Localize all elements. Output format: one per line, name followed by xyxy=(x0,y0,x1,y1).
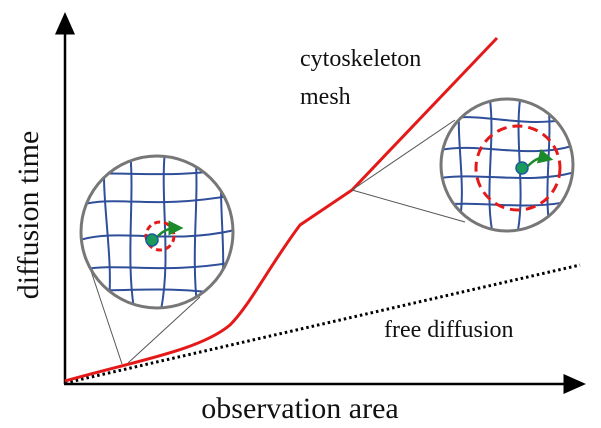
y-axis-label: diffusion time xyxy=(12,131,45,300)
mesh-zoom-small xyxy=(80,150,235,315)
curve-label: cytoskeleton xyxy=(300,46,421,72)
curve-label: mesh xyxy=(300,84,351,110)
free-diffusion-label: free diffusion xyxy=(384,317,514,343)
mesh-zoom-large xyxy=(440,99,575,231)
x-axis-label: observation area xyxy=(201,392,398,425)
diagram: cytoskeleton mesh free diffusion diffusi… xyxy=(0,0,601,428)
